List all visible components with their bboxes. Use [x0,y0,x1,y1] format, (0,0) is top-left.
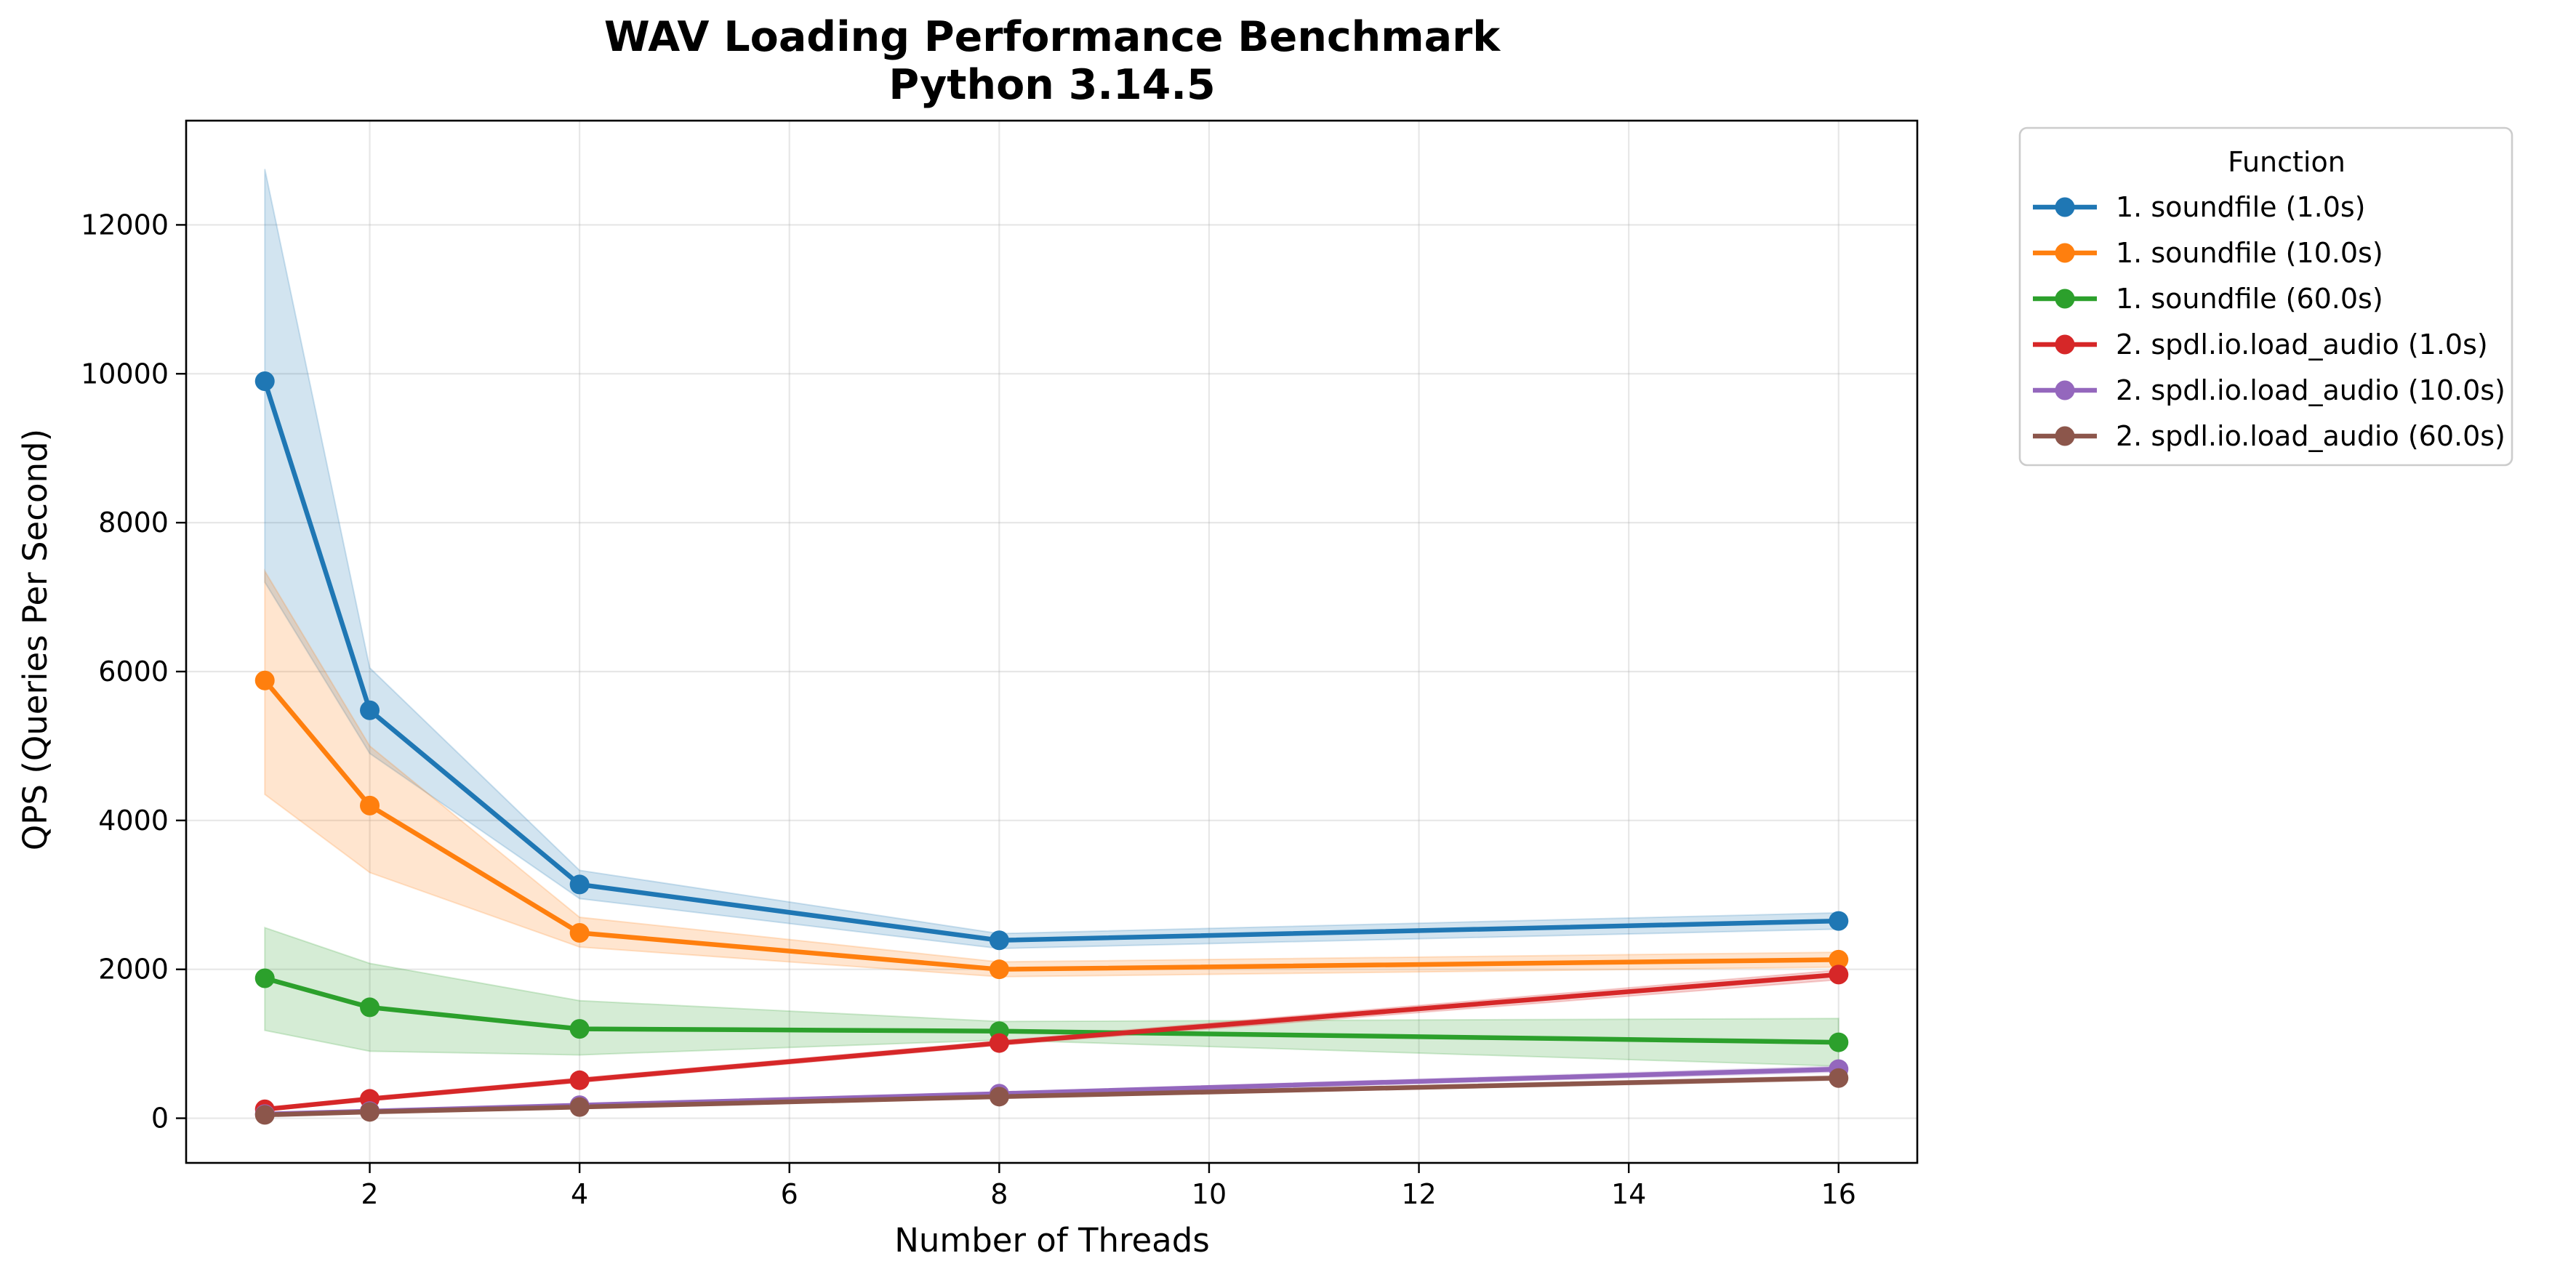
data-point-series-2 [360,795,380,815]
data-point-series-6 [989,1087,1009,1107]
legend-label: 1. soundfile (10.0s) [2116,237,2383,269]
legend-label: 1. soundfile (60.0s) [2116,283,2383,315]
legend: Function 1. soundfile (1.0s)1. soundfile… [2018,126,2513,467]
data-point-series-3 [1829,1032,1849,1052]
x-axis-label: Number of Threads [894,1221,1210,1260]
legend-title: Function [2228,146,2346,178]
y-axis-ticks: 0 2000 4000 6000 8000 10000 12000 [81,209,186,1135]
x-tick-label: 8 [990,1178,1008,1210]
legend-box [2018,126,2513,467]
x-tick-label: 14 [1611,1178,1646,1210]
plot-frame [185,119,1919,1164]
y-tick-label: 10000 [81,358,169,390]
data-point-series-1 [989,930,1009,951]
data-point-series-2 [569,922,590,943]
legend-items: 1. soundfile (1.0s) 1. soundfile (10.0s) 1… [2033,191,2505,452]
legend-entry-3: 1. soundfile (60.0s) [2033,283,2383,315]
legend-entry-2: 1. soundfile (10.0s) [2033,237,2383,269]
data-point-series-3 [569,1019,590,1039]
y-tick-label: 6000 [98,656,169,688]
data-point-series-1 [569,874,590,895]
data-point-series-6 [1829,1068,1849,1088]
y-tick-label: 8000 [98,507,169,539]
x-tick-label: 12 [1401,1178,1436,1210]
data-point-series-1 [254,371,275,391]
y-tick-label: 0 [151,1103,169,1135]
x-tick-label: 10 [1192,1178,1227,1210]
data-point-series-6 [360,1102,380,1122]
legend-marker [2055,426,2075,446]
data-point-series-4 [989,1033,1009,1053]
series-points [254,371,1849,1125]
legend-marker [2055,243,2075,263]
data-point-series-2 [989,959,1009,980]
legend-label: 2. spdl.io.load_audio (10.0s) [2116,374,2505,406]
y-tick-label: 2000 [98,954,169,986]
legend-label: 2. spdl.io.load_audio (1.0s) [2116,329,2488,360]
legend-entry-5: 2. spdl.io.load_audio (10.0s) [2033,374,2505,406]
x-tick-label: 6 [781,1178,798,1210]
legend-label: 2. spdl.io.load_audio (60.0s) [2116,420,2505,452]
data-point-series-2 [254,670,275,690]
legend-entry-4: 2. spdl.io.load_audio (1.0s) [2033,329,2488,360]
y-tick-label: 4000 [98,805,169,837]
legend-label: 1. soundfile (1.0s) [2116,191,2366,223]
legend-entry-1: 1. soundfile (1.0s) [2033,191,2366,223]
data-point-series-1 [360,700,380,720]
chart-title: WAV Loading Performance Benchmark [604,13,1501,61]
data-point-series-4 [569,1070,590,1090]
data-point-series-4 [1829,964,1849,985]
x-tick-label: 16 [1821,1178,1856,1210]
data-point-series-2 [1829,949,1849,970]
y-axis-label: QPS (Queries Per Second) [16,429,55,850]
data-point-series-1 [1829,911,1849,931]
data-point-series-3 [360,997,380,1018]
legend-entry-6: 2. spdl.io.load_audio (60.0s) [2033,420,2505,452]
data-point-series-3 [254,968,275,988]
data-point-series-6 [254,1105,275,1125]
legend-marker [2055,380,2075,400]
chart-subtitle: Python 3.14.5 [888,61,1215,109]
x-tick-label: 2 [361,1178,378,1210]
legend-marker [2055,334,2075,355]
y-tick-label: 12000 [81,209,169,241]
legend-marker [2055,289,2075,309]
x-tick-label: 4 [571,1178,588,1210]
legend-marker [2055,197,2075,217]
data-point-series-6 [569,1097,590,1117]
x-axis-ticks: 2 4 6 8 10 12 14 16 [361,1163,1856,1210]
